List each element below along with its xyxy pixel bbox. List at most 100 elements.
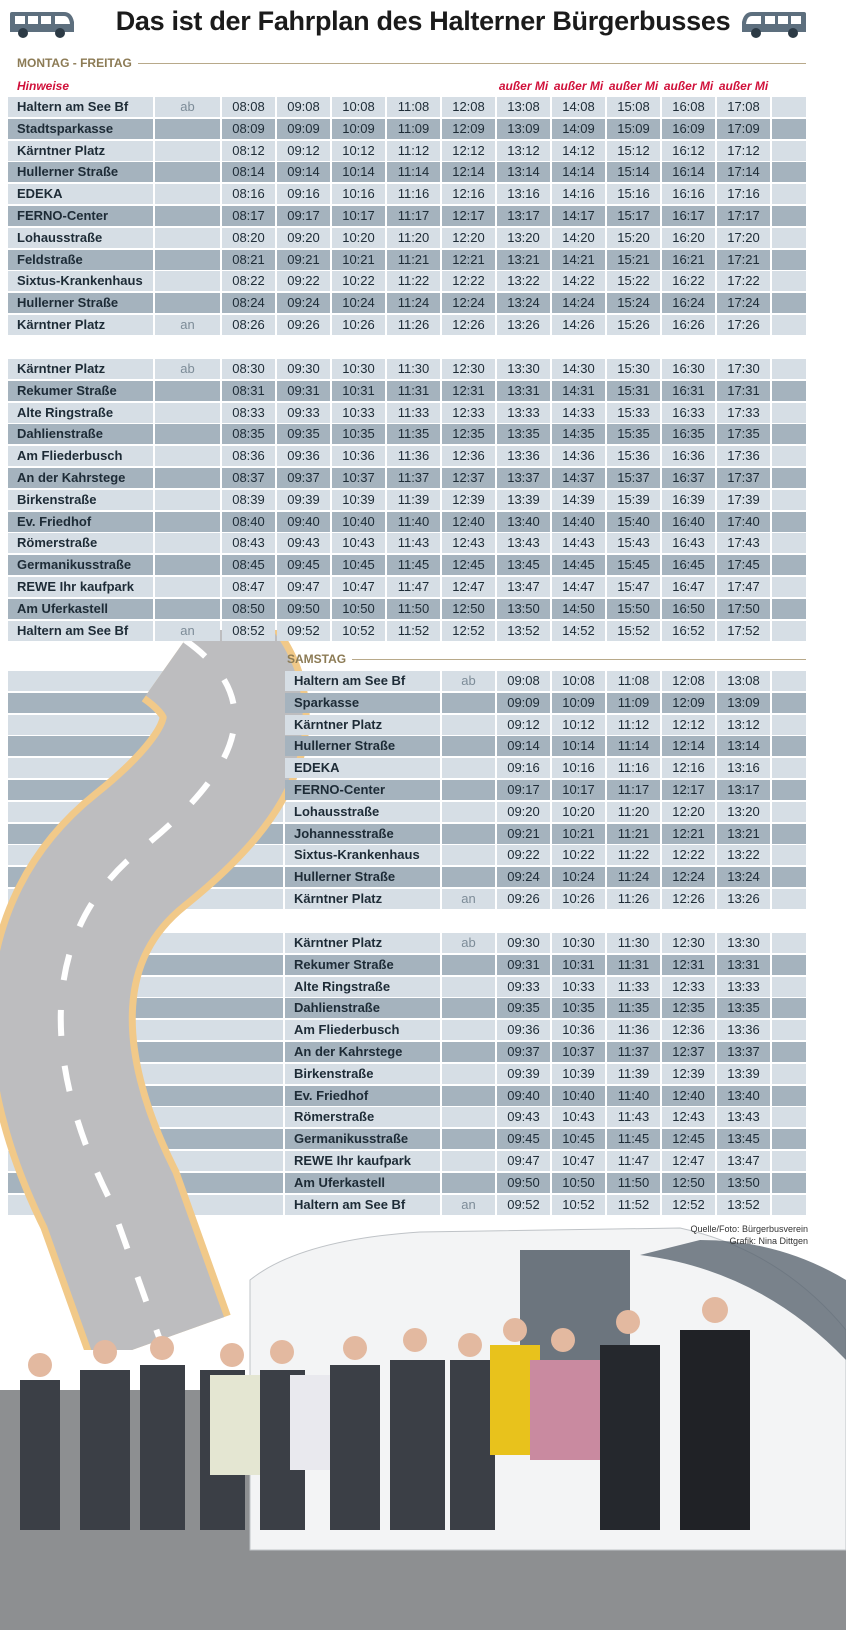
arrival-departure <box>442 1042 495 1062</box>
departure-time: 13:24 <box>497 293 550 314</box>
row-end <box>772 533 806 554</box>
departure-time: 12:22 <box>662 845 715 866</box>
departure-time: 08:37 <box>222 468 275 488</box>
departure-time: 10:09 <box>332 118 385 139</box>
row-end <box>772 468 806 488</box>
departure-time: 11:36 <box>387 446 440 467</box>
departure-time: 14:20 <box>552 227 605 248</box>
departure-time: 13:33 <box>497 402 550 423</box>
row-end <box>772 692 806 713</box>
departure-time: 09:33 <box>277 402 330 423</box>
stop-name: Birkenstraße <box>285 1063 440 1084</box>
stop-name: Feldstraße <box>8 249 153 270</box>
departure-time: 09:24 <box>277 293 330 314</box>
arrival-departure <box>155 271 220 292</box>
departure-time: 17:31 <box>717 380 770 401</box>
departure-time: 14:09 <box>552 118 605 139</box>
departure-time: 13:22 <box>717 845 770 866</box>
departure-time: 15:45 <box>607 555 660 576</box>
departure-time: 15:21 <box>607 249 660 270</box>
departure-time: 09:14 <box>277 162 330 183</box>
departure-time: 13:31 <box>717 954 770 975</box>
departure-time: 12:26 <box>662 889 715 909</box>
departure-time: 12:45 <box>662 1129 715 1150</box>
departure-time: 13:40 <box>497 511 550 532</box>
departure-time: 16:39 <box>662 489 715 510</box>
stop-name: Haltern am See Bf <box>8 97 153 117</box>
stop-name: Sixtus-Krankenhaus <box>285 845 440 866</box>
departure-time: 13:12 <box>497 140 550 161</box>
departure-time: 12:40 <box>442 511 495 532</box>
departure-time: 09:08 <box>497 671 550 691</box>
row-end <box>772 1042 806 1062</box>
departure-time: 17:45 <box>717 555 770 576</box>
row-end <box>772 402 806 423</box>
departure-time: 13:12 <box>717 714 770 735</box>
departure-time: 10:26 <box>332 315 385 335</box>
departure-time: 13:08 <box>497 97 550 117</box>
arrival-departure <box>155 162 220 183</box>
departure-time: 13:50 <box>497 598 550 619</box>
stop-name: Römerstraße <box>285 1107 440 1128</box>
departure-time: 13:47 <box>497 577 550 597</box>
departure-time: 12:33 <box>662 976 715 997</box>
departure-time: 11:30 <box>387 359 440 379</box>
departure-time: 12:14 <box>442 162 495 183</box>
arrival-departure <box>442 1020 495 1041</box>
departure-time: 16:12 <box>662 140 715 161</box>
row-end <box>772 801 806 822</box>
departure-time: 16:30 <box>662 359 715 379</box>
departure-time: 11:20 <box>607 801 660 822</box>
row-end <box>772 823 806 844</box>
departure-time: 12:12 <box>662 714 715 735</box>
stop-name: REWE Ihr kaufpark <box>8 577 153 597</box>
row-end <box>772 620 806 641</box>
stop-name: Birkenstraße <box>8 489 153 510</box>
departure-time: 14:24 <box>552 293 605 314</box>
arrival-departure: an <box>442 889 495 909</box>
stop-name: Johannesstraße <box>285 823 440 844</box>
departure-time: 11:36 <box>607 1020 660 1041</box>
arrival-departure <box>155 446 220 467</box>
departure-time: 11:22 <box>387 271 440 292</box>
departure-time: 09:40 <box>497 1085 550 1106</box>
departure-time: 12:36 <box>662 1020 715 1041</box>
departure-time: 09:52 <box>497 1194 550 1215</box>
row-end <box>772 714 806 735</box>
departure-time: 10:21 <box>552 823 605 844</box>
departure-time: 09:16 <box>277 184 330 205</box>
arrival-departure <box>442 692 495 713</box>
departure-time: 08:31 <box>222 380 275 401</box>
departure-time: 17:33 <box>717 402 770 423</box>
departure-time: 09:43 <box>277 533 330 554</box>
departure-time: 09:08 <box>277 97 330 117</box>
departure-time: 12:17 <box>442 206 495 226</box>
departure-time: 12:47 <box>662 1151 715 1171</box>
section-label: SAMSTAG <box>287 652 347 666</box>
arrival-departure <box>155 140 220 161</box>
stop-name: Ev. Friedhof <box>285 1085 440 1106</box>
departure-time: 14:31 <box>552 380 605 401</box>
departure-time: 13:26 <box>497 315 550 335</box>
departure-time: 13:14 <box>497 162 550 183</box>
departure-time: 16:37 <box>662 468 715 488</box>
arrival-departure <box>442 801 495 822</box>
departure-time: 17:52 <box>717 620 770 641</box>
arrival-departure <box>442 1129 495 1150</box>
departure-time: 08:22 <box>222 271 275 292</box>
departure-time: 11:30 <box>607 933 660 953</box>
row-end <box>772 162 806 183</box>
departure-time: 10:12 <box>552 714 605 735</box>
departure-time: 10:50 <box>552 1172 605 1193</box>
departure-time: 10:45 <box>332 555 385 576</box>
departure-time: 11:16 <box>387 184 440 205</box>
row-end <box>772 758 806 779</box>
arrival-departure <box>155 468 220 488</box>
departure-time: 10:20 <box>552 801 605 822</box>
departure-time: 13:35 <box>497 424 550 445</box>
departure-time: 17:08 <box>717 97 770 117</box>
stop-name: Sixtus-Krankenhaus <box>8 271 153 292</box>
departure-time: 12:17 <box>662 780 715 800</box>
row-end <box>772 359 806 379</box>
departure-time: 17:22 <box>717 271 770 292</box>
